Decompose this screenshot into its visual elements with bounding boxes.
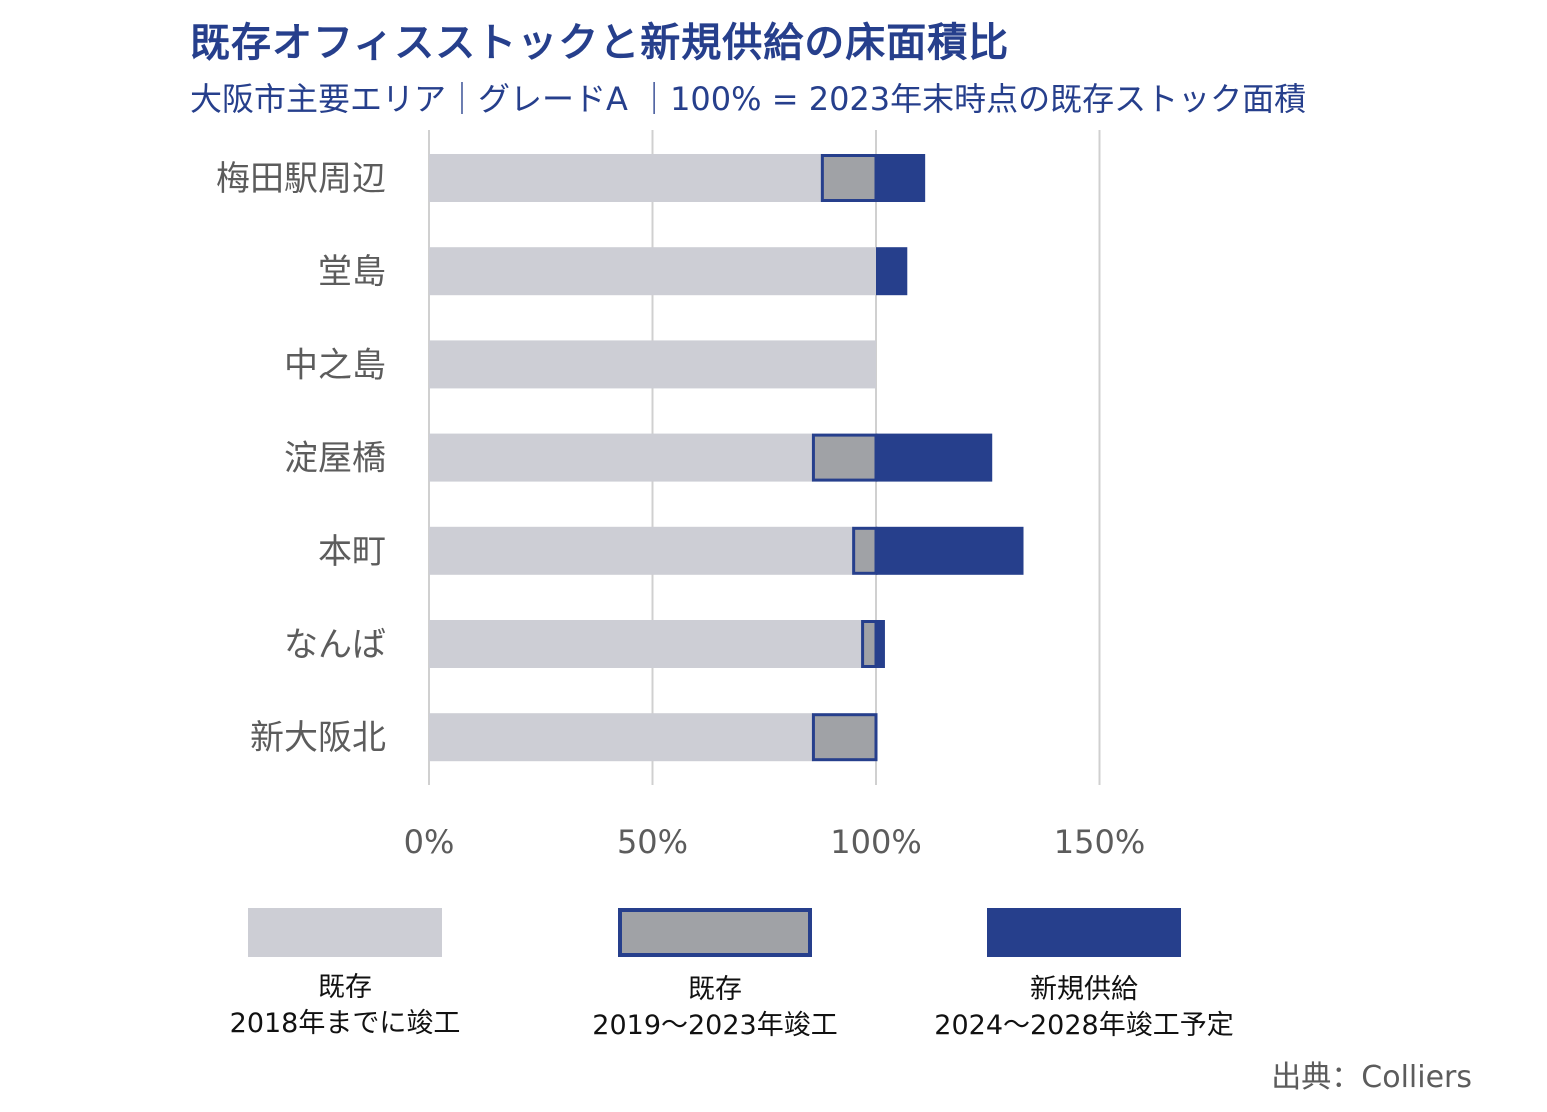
- legend-swatch-new-supply: [987, 908, 1181, 957]
- bar-pre2019: [429, 247, 876, 296]
- x-tick-label: 150%: [1054, 823, 1145, 861]
- bar-2019-2023: [861, 620, 878, 668]
- legend-swatch-2019-2023: [618, 908, 812, 957]
- bar-new-supply: [876, 620, 885, 668]
- bar-new-supply: [876, 433, 993, 482]
- bar-pre2019: [429, 340, 876, 389]
- bar-pre2019: [429, 713, 814, 762]
- x-tick-label: 50%: [617, 823, 688, 861]
- bar-new-supply: [876, 154, 926, 202]
- legend-item-new-supply: 新規供給 2024～2028年竣工予定: [874, 972, 1294, 1044]
- legend-item-pre2019: 既存 2018年までに竣工: [135, 970, 555, 1042]
- x-tick-label: 100%: [830, 823, 921, 861]
- category-label: 堂島: [318, 252, 386, 292]
- category-label: 本町: [318, 532, 386, 572]
- bar-pre2019: [429, 154, 823, 202]
- bar-new-supply: [876, 526, 1024, 575]
- category-label: 中之島: [284, 345, 386, 385]
- legend-label-line1: 既存: [318, 972, 372, 1003]
- legend-label-line2: 2018年までに竣工: [229, 1008, 461, 1039]
- bar-2019-2023: [811, 713, 878, 762]
- category-label: 新大阪北: [250, 718, 386, 758]
- chart-title: 既存オフィスストックと新規供給の床面積比: [190, 20, 1010, 66]
- category-label: なんば: [284, 625, 386, 665]
- bar-2019-2023: [820, 154, 878, 202]
- bar-2019-2023: [852, 526, 878, 575]
- legend-swatch-pre2019: [248, 908, 442, 957]
- bar-2019-2023: [811, 433, 878, 482]
- source-note: 出典：Colliers: [1271, 1060, 1472, 1095]
- legend-item-2019-2023: 既存 2019～2023年竣工: [505, 972, 925, 1044]
- chart-subtitle: 大阪市主要エリア｜グレードA ｜100% = 2023年末時点の既存ストック面積: [190, 80, 1307, 118]
- bar-pre2019: [429, 526, 854, 575]
- bar-pre2019: [429, 620, 863, 668]
- x-tick-label: 0%: [404, 823, 455, 861]
- legend-label-line1: 新規供給: [1030, 974, 1138, 1005]
- legend-label-line1: 既存: [688, 974, 742, 1005]
- bar-new-supply: [876, 247, 908, 296]
- legend-label-line2: 2019～2023年竣工: [592, 1010, 838, 1041]
- category-label: 梅田駅周辺: [216, 159, 386, 199]
- legend-label-line2: 2024～2028年竣工予定: [934, 1010, 1234, 1041]
- category-label: 淀屋橋: [284, 439, 386, 479]
- bar-pre2019: [429, 433, 814, 482]
